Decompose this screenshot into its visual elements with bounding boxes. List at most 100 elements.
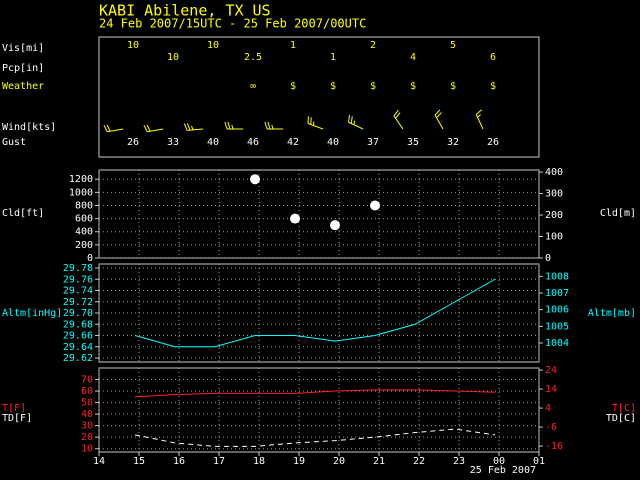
y-tick-label: 800 bbox=[75, 200, 93, 211]
y-tick-label: 1000 bbox=[69, 187, 93, 198]
wind-barb bbox=[348, 114, 364, 130]
x-tick-label: 19 bbox=[293, 456, 305, 467]
y2-tick-label: -16 bbox=[545, 441, 563, 452]
y-tick-label: 50 bbox=[81, 398, 93, 409]
wind-barb bbox=[224, 121, 243, 130]
x-axis-label: 25 Feb 2007 bbox=[470, 465, 536, 476]
x-tick-label: 18 bbox=[253, 456, 265, 467]
y-tick-label: 29.74 bbox=[63, 286, 93, 297]
cloud-point bbox=[290, 213, 300, 224]
y-axis-label: T[F] bbox=[2, 403, 26, 414]
row-value: ∞ bbox=[250, 81, 256, 92]
row-value: $ bbox=[410, 81, 416, 92]
y-tick-label: 400 bbox=[75, 227, 93, 238]
y2-axis-label: TD[C] bbox=[606, 413, 636, 424]
wind-barb bbox=[143, 124, 164, 133]
row-value: 33 bbox=[167, 137, 179, 148]
row-value: 2.5 bbox=[244, 52, 262, 63]
row-value: $ bbox=[450, 81, 456, 92]
y-axis-label: TD[F] bbox=[2, 413, 32, 424]
row-value: $ bbox=[370, 81, 376, 92]
row-value: 6 bbox=[490, 52, 496, 63]
row-value: 5 bbox=[450, 40, 456, 51]
row-label: Wind[kts] bbox=[2, 122, 56, 133]
row-label: Pcp[in] bbox=[2, 63, 44, 74]
wind-barb bbox=[434, 109, 444, 130]
wind-barb bbox=[264, 121, 283, 130]
y2-tick-label: -6 bbox=[545, 422, 557, 433]
row-label: Vis[mi] bbox=[2, 43, 44, 54]
row-value: 35 bbox=[407, 137, 419, 148]
row-value: 46 bbox=[247, 137, 259, 148]
x-tick-label: 14 bbox=[93, 456, 105, 467]
y2-axis-label: Cld[m] bbox=[600, 208, 636, 219]
row-value: 4 bbox=[410, 52, 416, 63]
y-tick-label: 29.76 bbox=[63, 274, 93, 285]
y-tick-label: 600 bbox=[75, 214, 93, 225]
y-tick-label: 60 bbox=[81, 386, 93, 397]
y-tick-label: 30 bbox=[81, 421, 93, 432]
row-value: $ bbox=[290, 81, 296, 92]
cloud-point bbox=[250, 174, 260, 185]
row-value: $ bbox=[490, 81, 496, 92]
row-value: 42 bbox=[287, 137, 299, 148]
row-value: 26 bbox=[487, 137, 499, 148]
y2-tick-label: 300 bbox=[545, 189, 563, 200]
y-tick-label: 29.68 bbox=[63, 319, 93, 330]
y2-tick-label: 0 bbox=[545, 253, 551, 264]
subtitle: 24 Feb 2007/15UTC - 25 Feb 2007/00UTC bbox=[99, 17, 366, 31]
y-tick-label: 29.70 bbox=[63, 308, 93, 319]
y-tick-label: 70 bbox=[81, 375, 93, 386]
x-tick-label: 22 bbox=[413, 456, 425, 467]
x-tick-label: 21 bbox=[373, 456, 385, 467]
row-value: 2 bbox=[370, 40, 376, 51]
series-line bbox=[134, 389, 496, 398]
y-tick-label: 20 bbox=[81, 432, 93, 443]
x-tick-label: 16 bbox=[173, 456, 185, 467]
wind-barb bbox=[475, 109, 484, 130]
y2-tick-label: 1006 bbox=[545, 305, 569, 316]
row-value: 10 bbox=[127, 40, 139, 51]
y2-tick-label: 200 bbox=[545, 210, 563, 221]
y-tick-label: 29.72 bbox=[63, 297, 93, 308]
y2-tick-label: 1004 bbox=[545, 338, 569, 349]
wind-barb bbox=[183, 123, 204, 131]
y-tick-label: 29.62 bbox=[63, 353, 93, 364]
panel-frame bbox=[98, 367, 540, 453]
x-tick-label: 20 bbox=[333, 456, 345, 467]
y2-tick-label: 14 bbox=[545, 384, 557, 395]
row-value: 10 bbox=[167, 52, 179, 63]
title: KABI Abilene, TX US bbox=[99, 2, 271, 20]
row-label: Gust bbox=[2, 137, 26, 148]
y2-tick-label: 1008 bbox=[545, 271, 569, 282]
y-tick-label: 29.78 bbox=[63, 263, 93, 274]
y-tick-label: 1200 bbox=[69, 174, 93, 185]
y2-tick-label: 4 bbox=[545, 403, 551, 414]
y2-tick-label: 24 bbox=[545, 365, 557, 376]
row-value: 1 bbox=[290, 40, 296, 51]
panel-frame bbox=[98, 36, 540, 158]
y-tick-label: 10 bbox=[81, 444, 93, 455]
row-value: 32 bbox=[447, 137, 459, 148]
row-value: 1 bbox=[330, 52, 336, 63]
cloud-point bbox=[370, 200, 380, 211]
wind-barb bbox=[393, 109, 404, 130]
row-value: 10 bbox=[207, 40, 219, 51]
x-tick-label: 17 bbox=[213, 456, 225, 467]
y2-tick-label: 100 bbox=[545, 232, 563, 243]
row-value: $ bbox=[330, 81, 336, 92]
x-tick-label: 00 bbox=[493, 456, 505, 467]
x-tick-label: 23 bbox=[453, 456, 465, 467]
y-axis-label: Altm[inHg] bbox=[2, 308, 62, 319]
y2-axis-label: T[C] bbox=[612, 403, 636, 414]
cloud-point bbox=[330, 220, 340, 231]
x-tick-label: 15 bbox=[133, 456, 145, 467]
row-value: 26 bbox=[127, 137, 139, 148]
y2-axis-label: Altm[mb] bbox=[588, 308, 636, 319]
row-value: 40 bbox=[327, 137, 339, 148]
wind-barb bbox=[307, 116, 324, 130]
y2-tick-label: 1005 bbox=[545, 321, 569, 332]
y-tick-label: 29.64 bbox=[63, 342, 93, 353]
y-axis-label: Cld[ft] bbox=[2, 208, 44, 219]
